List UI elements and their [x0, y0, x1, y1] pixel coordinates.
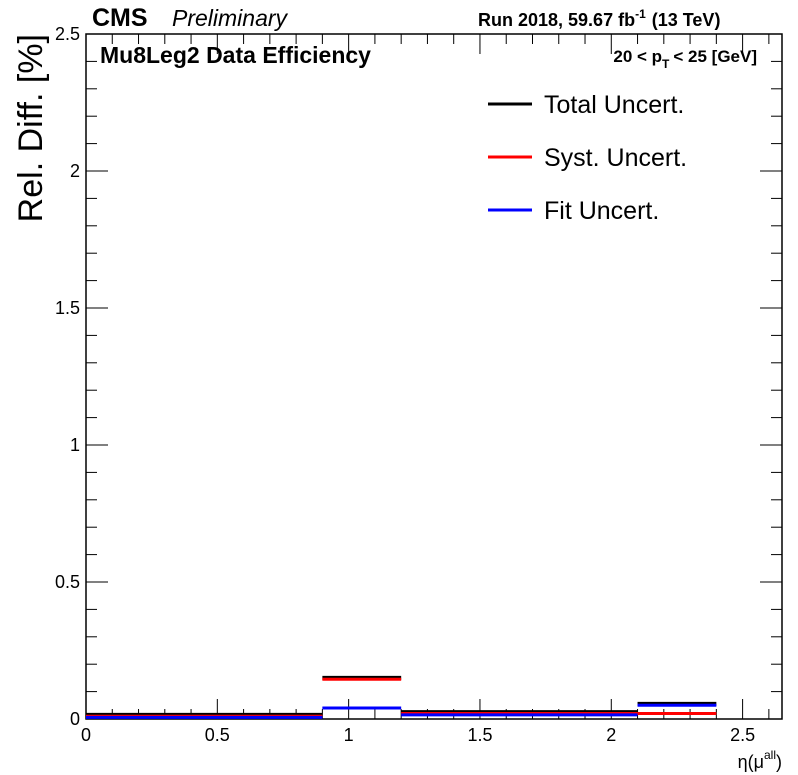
cms-label: CMS — [92, 4, 148, 32]
x-tick-label: 0.5 — [205, 725, 230, 745]
run-info: Run 2018, 59.67 fb-1 (13 TeV) — [478, 7, 720, 30]
pt-cut-right: < 25 [GeV] — [673, 47, 757, 66]
x-axis-title-superscript: all — [764, 748, 776, 762]
x-axis-tick-labels: 0 0.5 1 1.5 2 2.5 — [81, 725, 755, 745]
y-axis-title: Rel. Diff. [%] — [12, 34, 50, 222]
y-axis-ticks — [86, 33, 782, 720]
x-tick-label: 0 — [81, 725, 91, 745]
y-tick-label: 0 — [70, 709, 80, 729]
series-fit-uncert — [86, 703, 717, 719]
y-tick-label: 1 — [70, 435, 80, 455]
run-info-text: Run 2018, 59.67 fb — [478, 10, 635, 30]
energy-label: (13 TeV) — [652, 10, 721, 30]
y-tick-label: 1.5 — [55, 298, 80, 318]
legend: Total Uncert. Syst. Uncert. Fit Uncert. — [488, 91, 687, 225]
plot-frame — [85, 33, 783, 720]
x-tick-label: 1.5 — [467, 725, 492, 745]
series-layer — [86, 675, 717, 719]
legend-label: Fit Uncert. — [544, 197, 659, 225]
chart-title: Mu8Leg2 Data Efficiency — [100, 42, 371, 68]
pt-cut-label: 20 < pT < 25 [GeV] — [613, 47, 757, 71]
legend-label: Syst. Uncert. — [544, 144, 687, 172]
y-axis-tick-labels: 0 0.5 1 1.5 2 2.5 — [55, 24, 80, 729]
x-tick-label: 1 — [344, 725, 354, 745]
x-axis-ticks — [85, 34, 770, 719]
y-tick-label: 2.5 — [55, 24, 80, 44]
x-axis-title-base: η(μ — [738, 752, 764, 772]
x-tick-label: 2.5 — [730, 725, 755, 745]
pt-cut-subscript: T — [662, 57, 670, 71]
y-tick-label: 2 — [70, 161, 80, 181]
preliminary-label: Preliminary — [172, 5, 289, 31]
pt-cut-left: 20 < p — [613, 47, 662, 66]
legend-label: Total Uncert. — [544, 91, 684, 119]
y-tick-label: 0.5 — [55, 572, 80, 592]
lumi-exponent: -1 — [635, 7, 646, 21]
x-axis-title: η(μall) — [738, 748, 782, 772]
x-axis-title-close: ) — [776, 752, 782, 772]
x-tick-label: 2 — [606, 725, 616, 745]
